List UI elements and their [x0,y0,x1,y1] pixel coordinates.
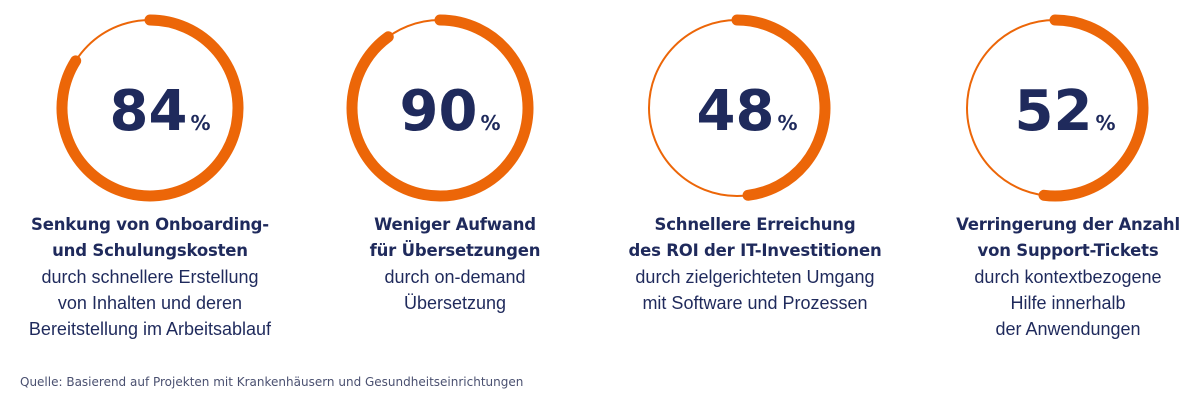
stat-detail: mit Software und Prozessen [642,293,868,313]
stat-description: Verringerung der Anzahl von Support-Ticke… [908,212,1200,342]
stat-detail: durch schnellere Erstellung [41,267,259,287]
stat-description: Senkung von Onboarding-und Schulungskost… [0,212,310,342]
stat-headline: Verringerung der Anzahl [956,215,1180,234]
stat-headline: für Übersetzungen [369,241,541,260]
ring-arc [346,14,534,202]
stat-detail: von Inhalten und deren [57,293,243,313]
value-label: 84% [110,79,211,144]
ring-arc [731,14,831,201]
stat-detail: durch kontextbezogene [974,267,1162,287]
ring-1: 84% [56,14,244,202]
stat-headline: Senkung von Onboarding- [31,215,269,234]
stat-detail: Bereitstellung im Arbeitsablauf [28,319,272,339]
stat-description: Weniger Aufwand für Übersetzungen durch on… [295,212,615,316]
ring-arc [56,14,244,202]
value-label: 48% [697,79,798,144]
stat-detail: der Anwendungen [995,319,1141,339]
stat-headline: Schnellere Erreichung [654,215,856,234]
ring-3: 48% [648,14,831,201]
stat-headline: von Support-Tickets [977,241,1159,260]
progress-rings: 84% 90% 48% 52% [56,14,1149,202]
stat-detail: Übersetzung [403,293,507,313]
stat-detail: Hilfe innerhalb [1010,293,1126,313]
value-label: 90% [400,79,501,144]
ring-arc [1038,14,1149,202]
stat-description: Schnellere Erreichung des ROI der IT-Inve… [595,212,915,316]
source-note: Quelle: Basierend auf Projekten mit Kran… [20,375,524,389]
stat-headline: und Schulungskosten [52,241,248,260]
stat-headline: Weniger Aufwand [374,215,536,234]
ring-2: 90% [346,14,534,202]
ring-4: 52% [966,14,1149,202]
value-label: 52% [1015,79,1116,144]
stat-detail: durch on-demand [384,267,526,287]
stat-headline: des ROI der IT-Investitionen [628,241,882,260]
stat-detail: durch zielgerichteten Umgang [635,267,875,287]
